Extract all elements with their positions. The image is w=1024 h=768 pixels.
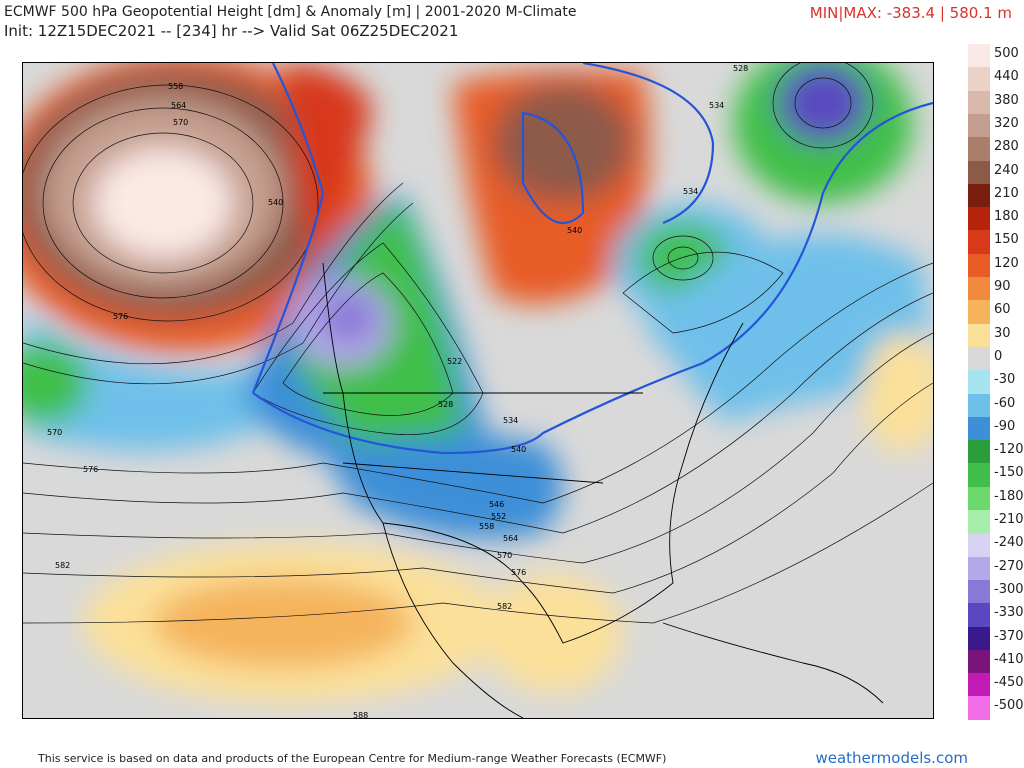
coastlines xyxy=(322,262,884,718)
legend-swatch xyxy=(968,416,990,441)
reference-contours xyxy=(251,63,933,455)
contour-label: 570 xyxy=(173,118,188,127)
contour-label: 534 xyxy=(709,101,724,110)
legend-swatch xyxy=(968,603,990,628)
legend-swatch xyxy=(968,90,990,115)
anomaly-field xyxy=(23,63,933,703)
contour-label: 570 xyxy=(47,428,62,437)
contour-label: 546 xyxy=(489,500,504,509)
legend-swatch xyxy=(968,67,990,92)
legend-swatch xyxy=(968,137,990,162)
contour-label: 582 xyxy=(497,602,512,611)
legend-label: -180 xyxy=(994,488,1024,504)
legend-label: 500 xyxy=(994,46,1019,61)
contour-label: 558 xyxy=(168,82,183,91)
legend-swatch xyxy=(968,44,990,68)
legend-swatch xyxy=(968,160,990,185)
contour-label: 564 xyxy=(171,101,186,110)
legend-label: -60 xyxy=(994,395,1016,411)
legend-swatch xyxy=(968,393,990,418)
contour-label: 576 xyxy=(83,465,98,474)
legend-swatch xyxy=(968,300,990,325)
legend-swatch xyxy=(968,370,990,395)
min-max-readout: MIN|MAX: -383.4 | 580.1 m xyxy=(809,4,1012,22)
legend-label: -370 xyxy=(994,628,1024,644)
legend-label: -150 xyxy=(994,465,1024,481)
legend-label: -240 xyxy=(994,535,1024,551)
contour-label: 534 xyxy=(683,187,698,196)
legend-swatch xyxy=(968,207,990,232)
legend-swatch xyxy=(968,649,990,674)
legend-swatch xyxy=(968,440,990,465)
legend-label: 180 xyxy=(994,209,1019,225)
legend-swatch xyxy=(968,346,990,371)
contour-label: 582 xyxy=(55,561,70,570)
legend-label: -450 xyxy=(994,675,1024,691)
contour-label: 588 xyxy=(353,711,368,718)
contour-label: 522 xyxy=(447,357,462,366)
legend-label: 380 xyxy=(994,92,1019,108)
legend-label: 320 xyxy=(994,115,1019,131)
legend-swatch xyxy=(968,277,990,301)
legend-label: -300 xyxy=(994,581,1024,597)
contour-label: 576 xyxy=(511,568,526,577)
legend-swatch xyxy=(968,230,990,255)
legend-label: 210 xyxy=(994,185,1019,201)
contour-label: 564 xyxy=(503,534,518,543)
legend-swatch xyxy=(968,696,990,721)
map-subtitle: Init: 12Z15DEC2021 -- [234] hr --> Valid… xyxy=(4,22,459,40)
legend-swatch xyxy=(968,579,990,604)
legend-swatch xyxy=(968,626,990,651)
height-contours xyxy=(23,63,933,624)
legend-swatch xyxy=(968,510,990,534)
legend-swatch xyxy=(968,113,990,138)
legend-swatch xyxy=(968,673,990,698)
legend-label: 60 xyxy=(994,302,1011,318)
map-title: ECMWF 500 hPa Geopotential Height [dm] &… xyxy=(4,4,577,20)
legend-label: -270 xyxy=(994,558,1024,574)
contour-label: 528 xyxy=(438,400,453,409)
legend-label: -330 xyxy=(994,605,1024,621)
legend-label: 30 xyxy=(994,325,1011,341)
contour-label: 552 xyxy=(491,512,506,521)
legend-swatch xyxy=(968,183,990,208)
contour-label: 570 xyxy=(497,551,512,560)
attribution-text: This service is based on data and produc… xyxy=(38,752,667,765)
legend-label: 280 xyxy=(994,139,1019,155)
legend-swatch xyxy=(968,486,990,511)
legend-swatch xyxy=(968,253,990,278)
legend-label: 440 xyxy=(994,69,1019,85)
contour-label: 558 xyxy=(479,522,494,531)
legend-label: -410 xyxy=(994,651,1024,667)
contour-labels: 558 564 570 576 570 576 582 522 528 534 … xyxy=(47,64,748,718)
contour-label: 534 xyxy=(503,416,518,425)
legend-label: -120 xyxy=(994,442,1024,458)
legend-label: -500 xyxy=(994,698,1024,714)
contour-label: 528 xyxy=(733,64,748,73)
legend-label: 120 xyxy=(994,255,1019,271)
map-canvas: 558 564 570 576 570 576 582 522 528 534 … xyxy=(23,63,933,718)
brand-link[interactable]: weathermodels.com xyxy=(815,749,968,767)
legend-label: 240 xyxy=(994,162,1019,178)
contour-label: 540 xyxy=(511,445,526,454)
legend-label: -90 xyxy=(994,418,1016,434)
anomaly-map: 558 564 570 576 570 576 582 522 528 534 … xyxy=(22,62,934,719)
legend-label: 0 xyxy=(994,348,1003,364)
legend-label: 150 xyxy=(994,232,1019,248)
contour-label: 540 xyxy=(567,226,582,235)
legend-swatch xyxy=(968,463,990,488)
contour-label: 576 xyxy=(113,312,128,321)
legend-label: 90 xyxy=(994,279,1011,294)
legend-label: -30 xyxy=(994,372,1016,388)
legend-swatch xyxy=(968,323,990,348)
contour-label: 540 xyxy=(268,198,283,207)
legend-swatch xyxy=(968,533,990,558)
legend-label: -210 xyxy=(994,512,1024,527)
legend-swatch xyxy=(968,556,990,581)
